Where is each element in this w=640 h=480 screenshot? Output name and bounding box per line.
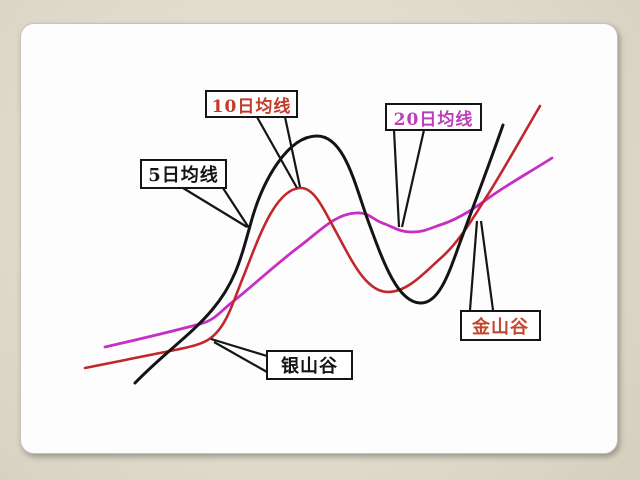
label-gold-valley: 金山谷	[460, 310, 541, 341]
label-ma5-text: 5日均线	[148, 165, 219, 186]
label-ma20: 20日均线	[385, 103, 482, 131]
label-silver-valley-text: 银山谷	[281, 356, 338, 377]
label-ma10-text: 10日均线	[211, 96, 292, 117]
label-ma20-text: 20日均线	[393, 109, 474, 130]
label-ma10: 10日均线	[205, 90, 298, 118]
label-silver-valley: 银山谷	[266, 350, 353, 380]
chart-card	[20, 23, 618, 454]
label-gold-valley-text: 金山谷	[472, 316, 529, 338]
label-ma5: 5日均线	[140, 159, 227, 189]
